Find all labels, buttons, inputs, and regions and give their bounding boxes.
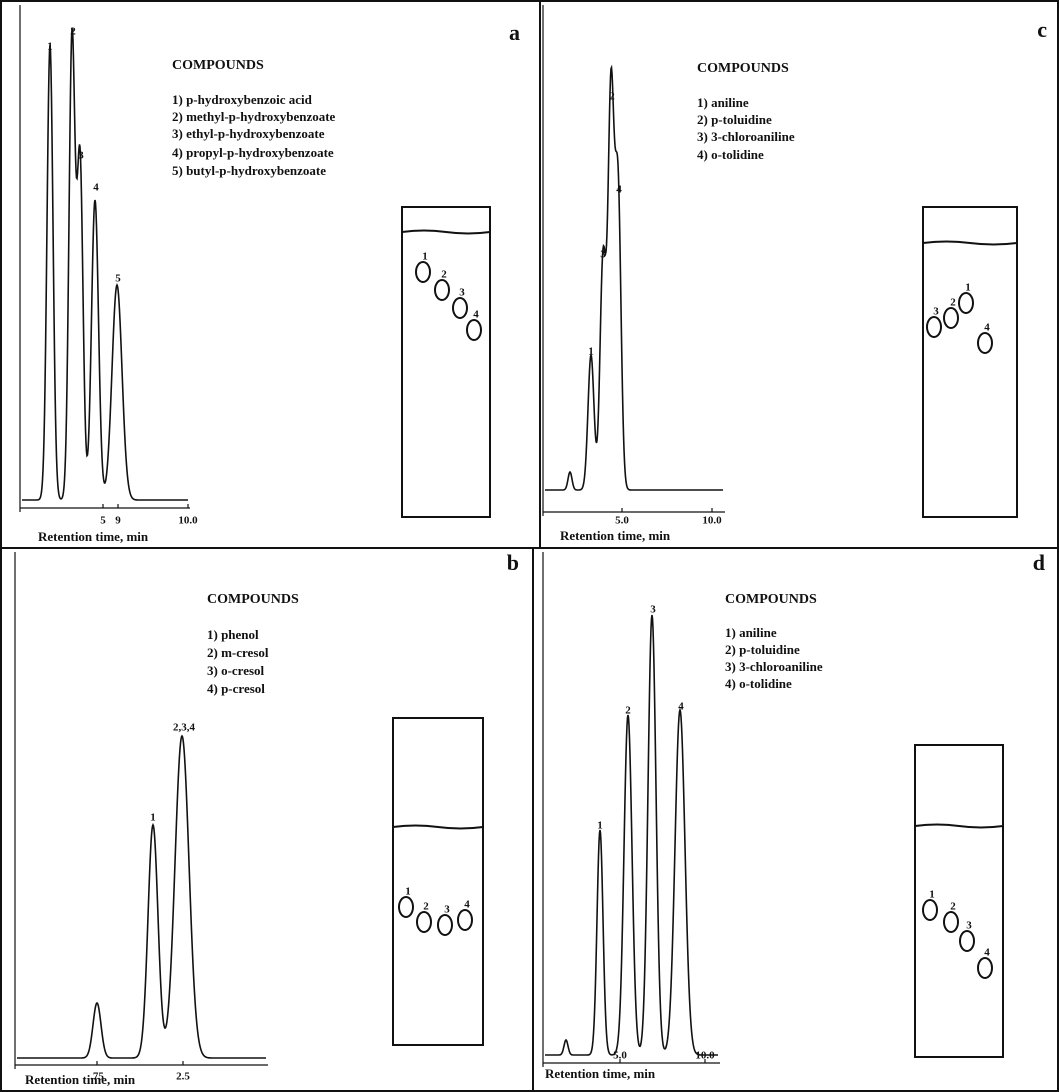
- tlc-spot: [434, 279, 450, 301]
- spot-label: 1: [422, 251, 428, 263]
- tick-label: 10.0: [702, 515, 722, 527]
- tick-label: .75: [90, 1071, 104, 1083]
- compounds-heading: COMPOUNDS: [207, 592, 299, 607]
- peak-label: 1: [150, 812, 156, 824]
- panel-letter: c: [1037, 17, 1047, 42]
- tick-label: 5: [100, 515, 106, 527]
- compound-item: 2) methyl-p-hydroxybenzoate: [172, 109, 336, 124]
- peak-label: 4: [93, 182, 99, 194]
- solvent-front: [914, 823, 1004, 829]
- tick-label: 9: [115, 515, 121, 527]
- tlc-spot: [959, 930, 975, 952]
- compound-item: 3) 3-chloroaniline: [725, 659, 823, 674]
- tlc-spot: [958, 292, 974, 314]
- tlc-spot: [437, 914, 453, 936]
- spot-label: 3: [459, 287, 465, 299]
- solvent-front: [392, 824, 484, 830]
- compound-item: 1) p-hydroxybenzoic acid: [172, 92, 313, 107]
- compound-item: 3) ethyl-p-hydroxybenzoate: [172, 126, 325, 141]
- tlc-spot: [452, 297, 468, 319]
- compound-item: 4) o-tolidine: [725, 676, 792, 691]
- tlc-spot: [977, 957, 993, 979]
- peak-label: 3: [600, 249, 606, 261]
- compound-item: 4) o-tolidine: [697, 147, 764, 162]
- axis-title: Retention time, min: [560, 528, 671, 543]
- compound-item: 4) p-cresol: [207, 681, 265, 696]
- peak-label: 1: [47, 41, 53, 53]
- solvent-front: [922, 240, 1018, 246]
- spot-label: 2: [950, 901, 956, 913]
- spot-label: 3: [933, 306, 939, 318]
- spot-label: 2: [441, 269, 447, 281]
- peak-label: 2,3,4: [173, 722, 196, 734]
- axis-title: Retention time, min: [38, 529, 149, 544]
- tlc-plate: [401, 206, 491, 518]
- compound-item: 3) 3-chloroaniline: [697, 129, 795, 144]
- tlc-spot: [922, 899, 938, 921]
- solvent-front: [401, 229, 491, 235]
- tlc-spot: [415, 261, 431, 283]
- chromatogram-trace: [545, 64, 723, 491]
- compound-item: 2) p-toluidine: [697, 112, 772, 127]
- spot-label: 3: [444, 904, 450, 916]
- peak-label: 3: [78, 150, 84, 162]
- spot-label: 1: [965, 282, 971, 294]
- tlc-plate: [922, 206, 1018, 518]
- spot-label: 1: [405, 886, 411, 898]
- chromatogram-trace: [22, 27, 188, 501]
- compounds-heading: COMPOUNDS: [172, 58, 264, 73]
- axis-title: Retention time, min: [25, 1072, 136, 1087]
- compound-item: 3) o-cresol: [207, 663, 265, 678]
- spot-label: 4: [473, 309, 479, 321]
- tlc-spot: [416, 911, 432, 933]
- tick-label: 2.5: [176, 1071, 190, 1083]
- spot-label: 4: [464, 899, 470, 911]
- spot-label: 2: [423, 901, 429, 913]
- tlc-spot: [457, 909, 473, 931]
- spot-label: 2: [950, 297, 956, 309]
- compound-item: 1) aniline: [697, 95, 749, 110]
- tlc-plate: [914, 744, 1004, 1058]
- compound-item: 4) propyl-p-hydroxybenzoate: [172, 145, 334, 160]
- compound-item: 1) phenol: [207, 627, 259, 642]
- spot-label: 1: [929, 889, 935, 901]
- peak-label: 2: [625, 705, 631, 717]
- tick-label: 5.0: [613, 1050, 627, 1062]
- peak-label: 1: [597, 820, 603, 832]
- compound-item: 2) m-cresol: [207, 645, 269, 660]
- tlc-spot: [943, 911, 959, 933]
- compound-item: 5) butyl-p-hydroxybenzoate: [172, 163, 326, 178]
- compounds-heading: COMPOUNDS: [725, 592, 817, 607]
- tlc-spot: [398, 896, 414, 918]
- tlc-spot: [977, 332, 993, 354]
- panel-letter: b: [507, 550, 519, 575]
- tlc-spot: [943, 307, 959, 329]
- peak-label: 4: [678, 701, 684, 713]
- panel-letter: d: [1033, 550, 1045, 575]
- peak-label: 2: [609, 91, 615, 103]
- tick-label: 10.0: [178, 515, 198, 527]
- tlc-spot: [466, 319, 482, 341]
- spot-label: 4: [984, 947, 990, 959]
- axis-title: Retention time, min: [545, 1066, 656, 1081]
- panel-letter: a: [509, 20, 520, 45]
- spot-label: 3: [966, 920, 972, 932]
- tlc-plate: [392, 717, 484, 1046]
- tick-label: 5.0: [615, 515, 629, 527]
- chromatogram-trace: [17, 734, 266, 1059]
- compound-item: 1) aniline: [725, 625, 777, 640]
- chromatogram-trace: [545, 614, 718, 1056]
- peak-label: 5: [115, 273, 121, 285]
- spot-label: 4: [984, 322, 990, 334]
- peak-label: 4: [616, 184, 622, 196]
- compounds-heading: COMPOUNDS: [697, 61, 789, 76]
- compound-item: 2) p-toluidine: [725, 642, 800, 657]
- peak-label: 2: [70, 26, 76, 38]
- peak-label: 3: [650, 604, 656, 616]
- peak-label: 1: [588, 346, 594, 358]
- tlc-spot: [926, 316, 942, 338]
